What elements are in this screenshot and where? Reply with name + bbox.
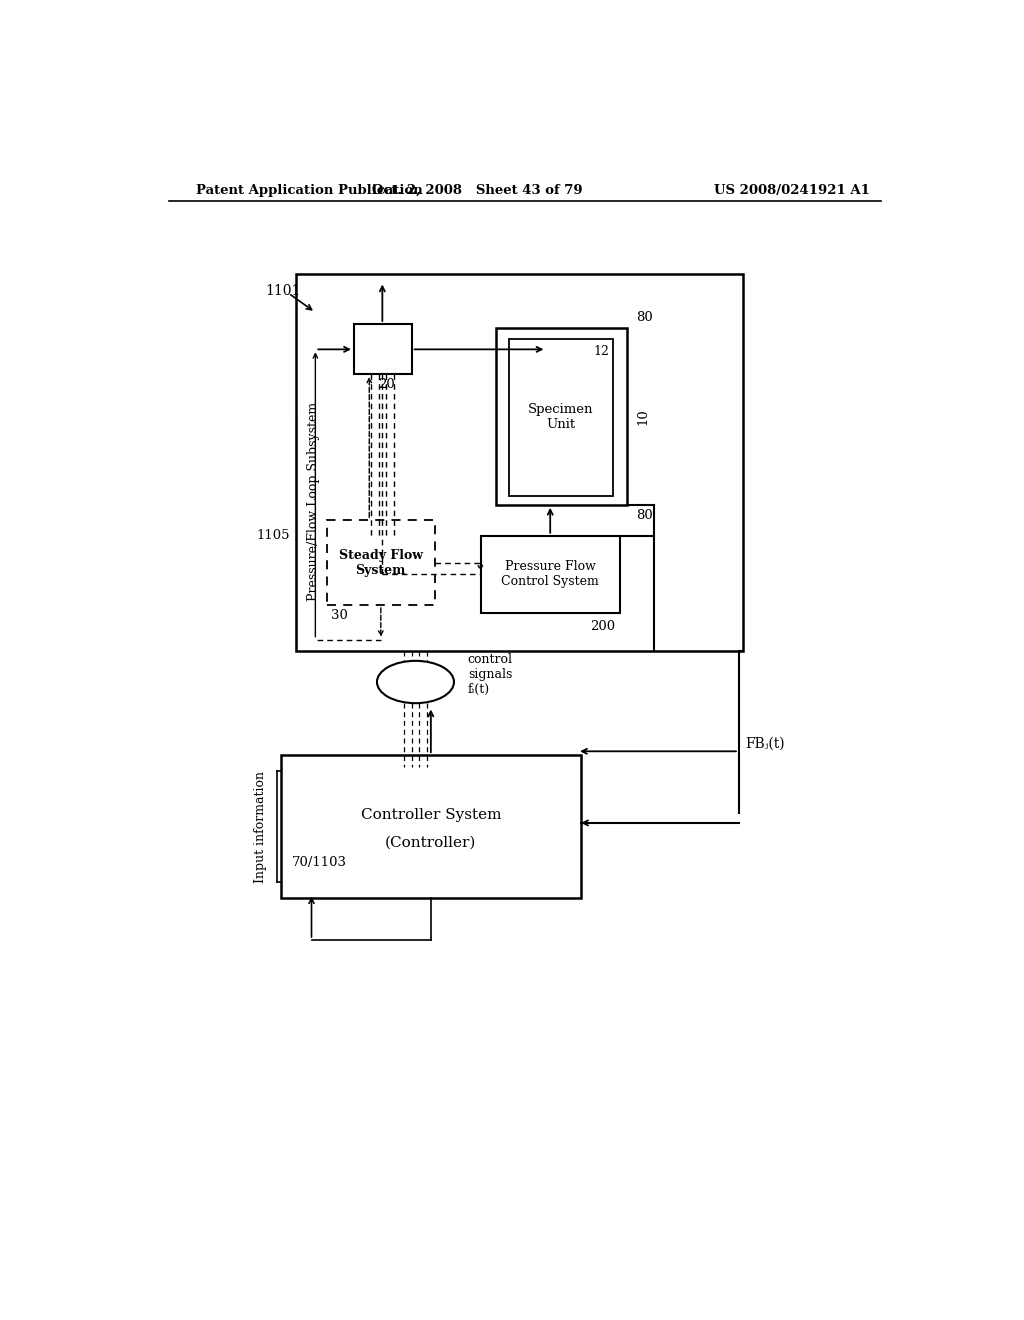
Text: Pressure/Flow Loop Subsystem: Pressure/Flow Loop Subsystem [307, 401, 321, 601]
Text: 200: 200 [591, 620, 615, 634]
Bar [327, 520, 435, 605]
Text: (Controller): (Controller) [385, 836, 476, 849]
Bar [509, 339, 613, 496]
Text: 10: 10 [637, 408, 649, 425]
Text: control
signals
fᵢ(t): control signals fᵢ(t) [468, 653, 513, 696]
Text: 30: 30 [331, 609, 347, 622]
Text: Pressure Flow
Control System: Pressure Flow Control System [502, 560, 599, 589]
Bar [296, 275, 742, 651]
Bar [481, 536, 620, 612]
Bar [354, 323, 412, 374]
Text: 1101: 1101 [265, 284, 301, 298]
Text: Specimen
Unit: Specimen Unit [528, 403, 594, 432]
Text: Oct. 2, 2008   Sheet 43 of 79: Oct. 2, 2008 Sheet 43 of 79 [372, 185, 583, 197]
Text: FBⱼ(t): FBⱼ(t) [745, 737, 784, 751]
Bar [281, 755, 581, 898]
Text: Controller System: Controller System [360, 808, 501, 822]
Text: 20: 20 [378, 378, 394, 391]
Bar [497, 327, 628, 506]
Text: 70/1103: 70/1103 [292, 857, 347, 870]
Text: Patent Application Publication: Patent Application Publication [196, 185, 423, 197]
Text: Input information: Input information [254, 771, 267, 883]
Ellipse shape [377, 661, 454, 704]
Text: Steady Flow
System: Steady Flow System [339, 549, 423, 577]
Text: 1105: 1105 [256, 529, 290, 543]
Text: US 2008/0241921 A1: US 2008/0241921 A1 [714, 185, 869, 197]
Text: 12: 12 [594, 345, 609, 358]
Text: 80: 80 [637, 508, 653, 521]
Text: 80: 80 [637, 312, 653, 323]
